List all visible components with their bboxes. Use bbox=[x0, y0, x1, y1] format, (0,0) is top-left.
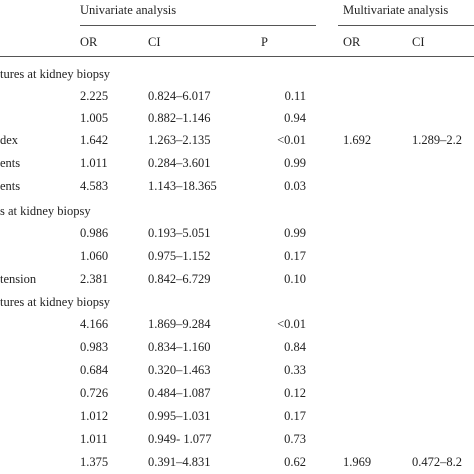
table-cell-p: 0.10 bbox=[284, 272, 306, 286]
col-p: P bbox=[261, 35, 268, 49]
col-or: OR bbox=[80, 35, 98, 49]
table-cell-or: 1.011 bbox=[80, 156, 108, 170]
table-cell-p: <0.01 bbox=[277, 317, 306, 331]
table-cell-or: 1.375 bbox=[80, 455, 109, 469]
table-cell-or: 4.583 bbox=[80, 179, 109, 193]
table-cell-or: 2.225 bbox=[80, 89, 109, 103]
table-cell-ci: 0.975–1.152 bbox=[148, 249, 211, 263]
table-cell-ci: 0.834–1.160 bbox=[148, 340, 211, 354]
table-cell-p: 0.03 bbox=[284, 179, 306, 193]
table-row-label: dex bbox=[0, 133, 19, 147]
table-cell-ci: 1.143–18.365 bbox=[148, 179, 217, 193]
table-cell-or: 0.684 bbox=[80, 363, 109, 377]
table-cell-p: <0.01 bbox=[277, 133, 306, 147]
table-cell-ci: 0.193–5.051 bbox=[148, 226, 211, 240]
multivariate-heading: Multivariate analysis bbox=[343, 3, 449, 17]
table-cell-ci: 0.320–1.463 bbox=[148, 363, 211, 377]
table-cell-p: 0.62 bbox=[284, 455, 306, 469]
table-cell-multivariate-ci: 1.289–2.2 bbox=[412, 133, 462, 147]
table-row-label: ents bbox=[0, 156, 21, 170]
univariate-heading: Univariate analysis bbox=[80, 3, 177, 17]
table-cell-multivariate-or: 1.969 bbox=[343, 455, 372, 469]
table-cell-ci: 1.869–9.284 bbox=[148, 317, 211, 331]
table-cell-or: 4.166 bbox=[80, 317, 109, 331]
table-cell-or: 1.060 bbox=[80, 249, 109, 263]
table-cell-or: 2.381 bbox=[80, 272, 109, 286]
table-row-label: tension bbox=[0, 272, 37, 286]
col-ci: CI bbox=[148, 35, 161, 49]
table-cell-ci: 0.995–1.031 bbox=[148, 409, 211, 423]
table-cell-ci: 0.824–6.017 bbox=[148, 89, 211, 103]
table-cell-multivariate-or: 1.692 bbox=[343, 133, 372, 147]
col-or-multivariate: OR bbox=[343, 35, 361, 49]
table-cell-ci: 0.284–3.601 bbox=[148, 156, 211, 170]
table-cell-p: 0.94 bbox=[284, 111, 306, 125]
table-cell-p: 0.17 bbox=[284, 409, 306, 423]
table-cell-or: 0.986 bbox=[80, 226, 109, 240]
table-cell-p: 0.73 bbox=[284, 432, 306, 446]
univariate-rule bbox=[80, 25, 316, 26]
table-cell-or: 0.983 bbox=[80, 340, 109, 354]
table-cell-p: 0.99 bbox=[284, 226, 306, 240]
table-cell-p: 0.99 bbox=[284, 156, 306, 170]
table-cell-ci: 0.842–6.729 bbox=[148, 272, 211, 286]
multivariate-rule bbox=[338, 25, 474, 26]
table-cell-ci: 0.882–1.146 bbox=[148, 111, 211, 125]
header-rule bbox=[0, 56, 474, 57]
section-heading: tures at kidney biopsy bbox=[0, 295, 111, 309]
table-cell-p: 0.12 bbox=[284, 386, 306, 400]
table-cell-or: 0.726 bbox=[80, 386, 109, 400]
table-cell-ci: 0.949- 1.077 bbox=[148, 432, 212, 446]
table-cell-ci: 1.263–2.135 bbox=[148, 133, 211, 147]
table-cell-p: 0.17 bbox=[284, 249, 306, 263]
table-cell-or: 1.005 bbox=[80, 111, 109, 125]
col-ci-multivariate: CI bbox=[412, 35, 425, 49]
table-cell-or: 1.012 bbox=[80, 409, 109, 423]
table-cell-or: 1.642 bbox=[80, 133, 109, 147]
table-cell-ci: 0.391–4.831 bbox=[148, 455, 211, 469]
section-heading: tures at kidney biopsy bbox=[0, 67, 111, 81]
table-cell-or: 1.011 bbox=[80, 432, 108, 446]
table-cell-p: 0.33 bbox=[284, 363, 306, 377]
section-heading: s at kidney biopsy bbox=[0, 204, 91, 218]
table-cell-multivariate-ci: 0.472–8.2 bbox=[412, 455, 462, 469]
table-row-label: ents bbox=[0, 179, 21, 193]
table-cell-p: 0.11 bbox=[284, 89, 306, 103]
table-cell-p: 0.84 bbox=[284, 340, 306, 354]
table-cell-ci: 0.484–1.087 bbox=[148, 386, 211, 400]
